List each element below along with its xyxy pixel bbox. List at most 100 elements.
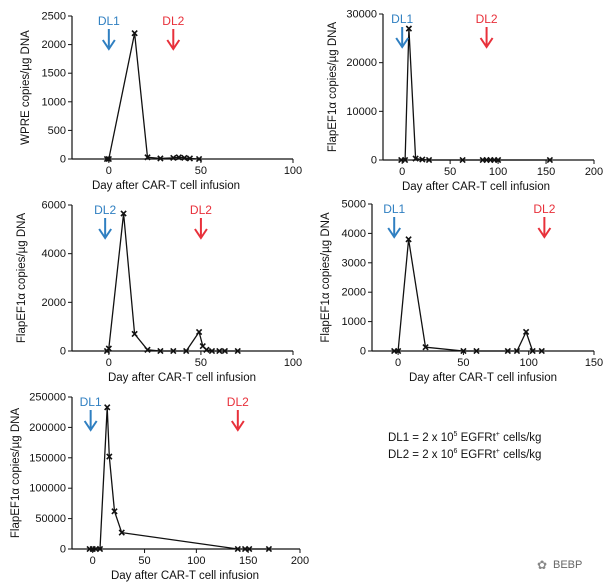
x-tick-label: 0 xyxy=(106,357,112,369)
x-tick-label: 150 xyxy=(239,555,257,567)
data-point-marker xyxy=(131,330,138,338)
annotation-arrow-head-icon xyxy=(102,39,116,51)
x-tick-label: 150 xyxy=(537,166,555,178)
y-axis-title: FlapEF1α copies/µg DNA xyxy=(16,213,28,344)
y-tick-label: 500 xyxy=(48,125,66,137)
x-tick-label: 0 xyxy=(106,165,112,177)
data-point-marker xyxy=(412,155,419,162)
data-point-marker xyxy=(170,347,177,355)
annotation-arrow-head-icon xyxy=(166,39,181,51)
annotation-arrow-head-icon xyxy=(395,37,410,49)
y-tick-label: 1500 xyxy=(42,68,66,80)
data-point-marker xyxy=(221,347,229,355)
y-tick-label: 3000 xyxy=(342,257,366,269)
y-tick-label: 250000 xyxy=(29,392,66,404)
data-point-marker xyxy=(459,156,466,164)
data-point-marker xyxy=(265,545,273,553)
data-point-marker xyxy=(157,155,164,162)
legend-dl2: DL2 = 2 x 106 EGFRt+ cells/kg xyxy=(388,448,541,461)
y-axis-title: FlapEF1α copies/µg DNA xyxy=(320,212,332,343)
annotation-label-dl2: DL2 xyxy=(190,203,212,217)
annotation-arrow-head-icon xyxy=(479,37,494,49)
x-tick-label: 200 xyxy=(291,555,309,567)
x-tick-label: 100 xyxy=(489,166,507,178)
legend-dl1-post: cells/kg xyxy=(499,431,542,444)
data-point-marker xyxy=(234,347,241,355)
y-tick-label: 150000 xyxy=(29,452,66,464)
data-point-marker xyxy=(405,236,412,243)
x-tick-label: 100 xyxy=(284,357,302,369)
annotation-label-dl2: DL2 xyxy=(476,12,498,26)
legend-dl1-pre: DL1 = 2 x 10 xyxy=(388,431,454,444)
wechat-icon: ✿ xyxy=(537,558,548,572)
legend-dl1-plus: + xyxy=(495,431,500,438)
data-point-marker xyxy=(401,156,409,164)
y-tick-label: 0 xyxy=(60,346,66,358)
x-tick-label: 100 xyxy=(520,357,538,369)
annotation-arrow-head-icon xyxy=(387,227,402,239)
y-tick-label: 100000 xyxy=(29,483,66,495)
data-point-marker xyxy=(144,154,151,161)
x-axis-title: Day after CAR-T cell infusion xyxy=(108,372,256,384)
y-axis-title: FlapEF1α copies/µg DNA xyxy=(10,408,22,539)
y-tick-label: 2000 xyxy=(42,297,66,309)
data-point-marker xyxy=(460,347,467,355)
y-tick-label: 0 xyxy=(371,155,377,167)
annotation-arrow-head-icon xyxy=(537,227,552,239)
series-line xyxy=(89,406,269,550)
x-tick-label: 100 xyxy=(284,165,302,177)
y-tick-label: 30000 xyxy=(346,9,377,21)
y-tick-label: 5000 xyxy=(342,199,366,211)
y-tick-label: 2500 xyxy=(42,11,66,23)
annotation-label-dl2: DL2 xyxy=(533,202,555,216)
data-point-marker xyxy=(181,154,188,162)
annotation-label-dl1: DL1 xyxy=(98,14,120,28)
x-tick-label: 100 xyxy=(187,555,205,567)
x-tick-label: 0 xyxy=(399,166,405,178)
data-point-marker xyxy=(538,347,545,355)
y-tick-label: 1000 xyxy=(342,316,366,328)
data-point-marker xyxy=(394,347,402,355)
panel-flap-middle-left: 0 2000 4000 6000 0 50 100 Day after CAR-T cell … xyxy=(16,200,302,385)
data-point-marker xyxy=(504,347,511,355)
y-axis-title: WPRE copies/µg DNA xyxy=(20,30,32,145)
x-tick-label: 150 xyxy=(585,357,603,369)
y-tick-label: 2000 xyxy=(42,39,66,51)
data-point-marker xyxy=(234,545,241,553)
data-point-marker xyxy=(216,347,223,355)
data-point-marker xyxy=(513,347,521,355)
data-point-marker xyxy=(170,154,177,162)
annotation-arrow-head-icon xyxy=(83,420,98,432)
y-tick-label: 6000 xyxy=(42,200,66,212)
x-tick-label: 50 xyxy=(444,166,456,178)
data-point-marker xyxy=(186,155,194,162)
annotation-label-dl2: DL2 xyxy=(162,14,184,28)
legend-dl2-mid: EGFRt xyxy=(457,448,496,461)
data-point-marker xyxy=(103,155,111,163)
panel-wpre-top-left: 0 500 1000 1500 2000 2500 0 50 100 Day after CAR-… xyxy=(20,11,302,193)
data-point-marker xyxy=(195,155,203,163)
y-tick-label: 10000 xyxy=(346,106,377,118)
data-point-marker xyxy=(195,328,203,336)
y-tick-label: 4000 xyxy=(342,228,366,240)
data-point-marker xyxy=(208,347,216,355)
series-line xyxy=(106,212,238,352)
data-point-marker xyxy=(405,25,413,32)
panel-flap-middle-right: 0 1000 2000 3000 4000 5000 0 50 100 150 Day after … xyxy=(320,199,603,385)
legend-dl2-plus: + xyxy=(495,448,500,455)
y-tick-label: 50000 xyxy=(35,513,66,525)
data-point-marker xyxy=(175,154,182,161)
y-tick-label: 2000 xyxy=(342,287,366,299)
x-tick-label: 50 xyxy=(195,357,207,369)
data-point-marker xyxy=(157,347,164,355)
data-point-marker xyxy=(422,344,429,351)
x-tick-label: 50 xyxy=(457,357,469,369)
x-axis-title: Day after CAR-T cell infusion xyxy=(409,372,557,384)
data-point-marker xyxy=(120,210,127,217)
legend-dl2-post: cells/kg xyxy=(499,448,542,461)
data-point-marker xyxy=(131,29,138,37)
y-tick-label: 200000 xyxy=(29,422,66,434)
data-point-marker xyxy=(494,156,502,164)
legend-dl2-pre: DL2 = 2 x 10 xyxy=(388,448,454,461)
annotation-arrow-head-icon xyxy=(230,420,245,432)
